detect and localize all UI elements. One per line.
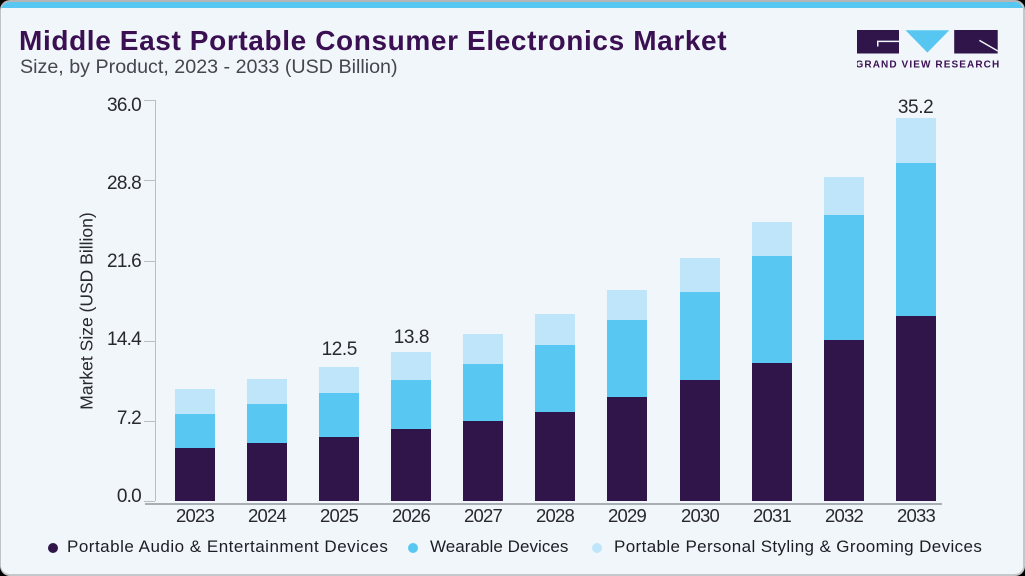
svg-text:GRAND VIEW RESEARCH: GRAND VIEW RESEARCH <box>857 60 999 71</box>
